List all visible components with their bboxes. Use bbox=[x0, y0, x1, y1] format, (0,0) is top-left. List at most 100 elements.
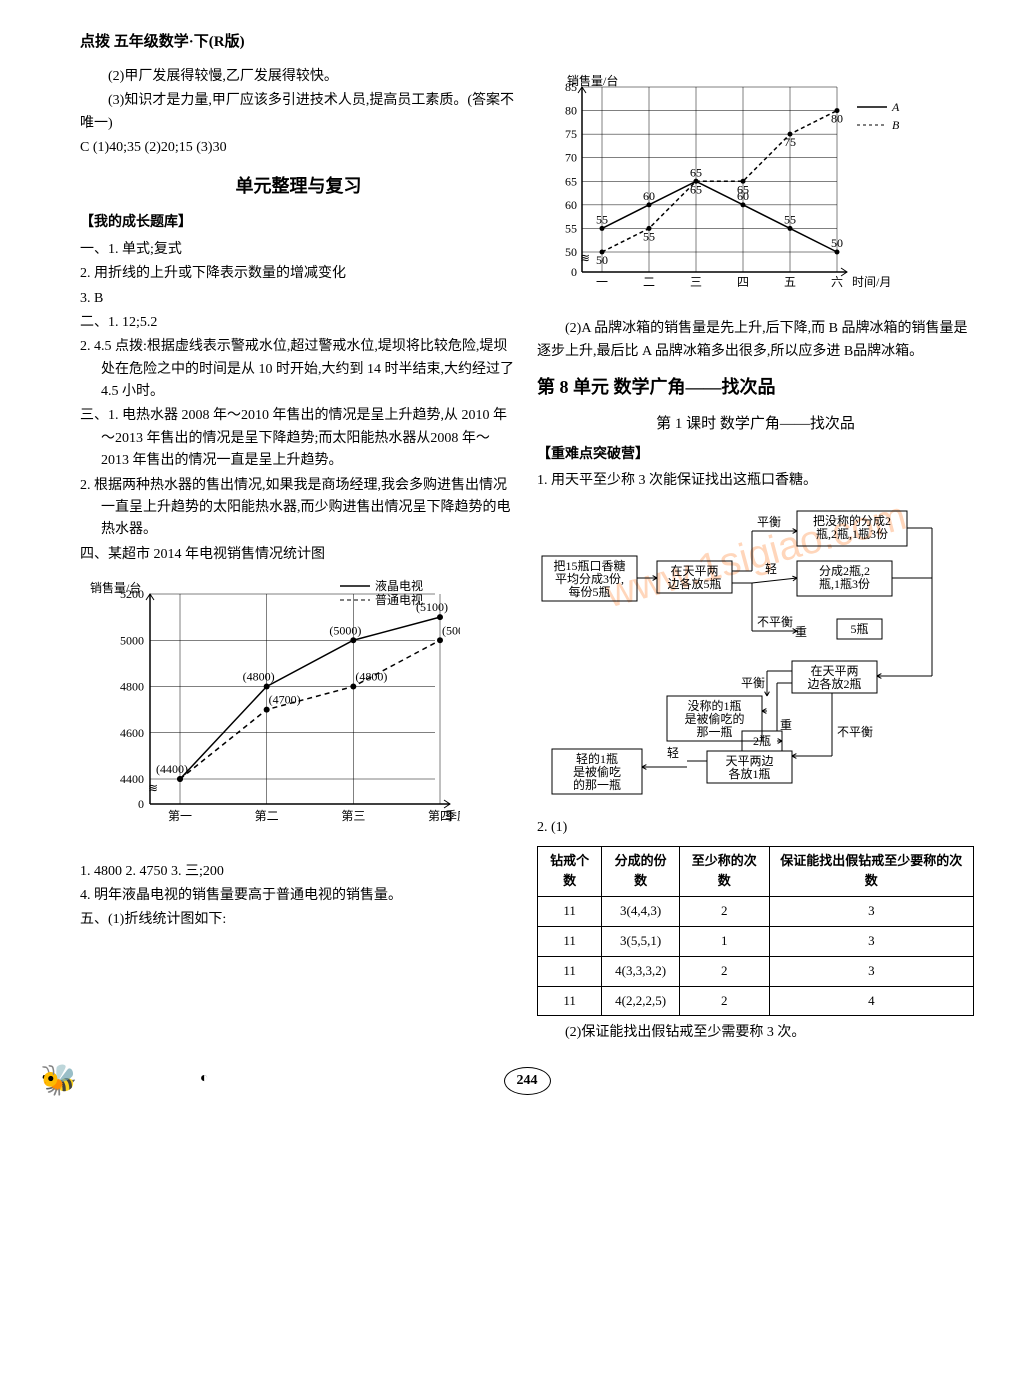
svg-text:≋: ≋ bbox=[580, 251, 590, 265]
svg-text:(4400): (4400) bbox=[156, 762, 188, 776]
svg-text:五: 五 bbox=[784, 275, 796, 289]
svg-text:80: 80 bbox=[831, 112, 843, 126]
text-p3: C (1)40;35 (2)20;15 (3)30 bbox=[80, 137, 517, 159]
page-number: 244 bbox=[504, 1067, 551, 1095]
svg-text:一: 一 bbox=[596, 275, 608, 289]
svg-text:4400: 4400 bbox=[120, 772, 144, 786]
svg-text:60: 60 bbox=[565, 198, 577, 212]
svg-text:(4800): (4800) bbox=[243, 670, 275, 684]
svg-text:2瓶: 2瓶 bbox=[753, 734, 771, 748]
ans-san1: 三、1. 电热水器 2008 年～2010 年售出的情况是呈上升趋势,从 201… bbox=[80, 405, 517, 472]
svg-text:平衡: 平衡 bbox=[757, 515, 781, 529]
svg-text:二: 二 bbox=[643, 275, 655, 289]
svg-text:55: 55 bbox=[643, 229, 655, 243]
svg-text:50: 50 bbox=[831, 236, 843, 250]
fish-icon: ◐ bbox=[200, 1068, 208, 1090]
svg-text:(5100): (5100) bbox=[416, 600, 448, 614]
ans-wu: 五、(1)折线统计图如下: bbox=[80, 909, 517, 931]
flowchart: 把15瓶口香糖平均分成3份,每份5瓶在天平两边各放5瓶平衡不平衡把没称的分成2瓶… bbox=[537, 501, 974, 809]
lesson-title: 第 1 课时 数学广角——找次品 bbox=[537, 412, 974, 436]
ans-san2: 2. 根据两种热水器的售出情况,如果我是商场经理,我会多购进售出情况一直呈上升趋… bbox=[80, 475, 517, 542]
svg-text:75: 75 bbox=[784, 135, 796, 149]
section-title: 单元整理与复习 bbox=[80, 172, 517, 201]
table-header: 至少称的次数 bbox=[679, 846, 769, 897]
svg-text:时间/月: 时间/月 bbox=[852, 275, 891, 289]
svg-text:三: 三 bbox=[690, 275, 702, 289]
svg-text:没称的1瓶: 没称的1瓶 bbox=[687, 698, 741, 713]
svg-text:天平两边: 天平两边 bbox=[725, 754, 773, 768]
svg-text:≋: ≋ bbox=[148, 781, 158, 795]
ans-er1: 二、1. 12;5.2 bbox=[80, 312, 517, 334]
svg-text:不平衡: 不平衡 bbox=[837, 725, 873, 739]
svg-text:55: 55 bbox=[784, 212, 796, 226]
svg-text:4800: 4800 bbox=[120, 680, 144, 694]
svg-text:60: 60 bbox=[643, 189, 655, 203]
svg-text:65: 65 bbox=[565, 174, 577, 188]
svg-text:每份5瓶: 每份5瓶 bbox=[568, 584, 610, 599]
ans-y1: 一、1. 单式;复式 bbox=[80, 239, 517, 261]
left-column: (2)甲厂发展得较慢,乙厂发展得较快。 (3)知识才是力量,甲厂应该多引进技术人… bbox=[80, 64, 517, 1047]
ans-si: 四、某超市 2014 年电视销售情况统计图 bbox=[80, 544, 517, 566]
svg-text:50: 50 bbox=[565, 245, 577, 259]
right-r1: (2)A 品牌冰箱的销售量是先上升,后下降,而 B 品牌冰箱的销售量是逐步上升,… bbox=[537, 318, 974, 363]
svg-text:5瓶: 5瓶 bbox=[850, 622, 868, 636]
ans-a4: 4. 明年液晶电视的销售量要高于普通电视的销售量。 bbox=[80, 885, 517, 907]
chart2-svg: 05055606570758085≋一二三四五六时间/月销售量/台AB55606… bbox=[537, 72, 937, 302]
ans-y2: 2. 用折线的上升或下降表示数量的增减变化 bbox=[80, 263, 517, 285]
svg-text:六: 六 bbox=[831, 275, 843, 289]
svg-text:65: 65 bbox=[690, 182, 702, 196]
unit-title: 第 8 单元 数学广角——找次品 bbox=[537, 373, 974, 402]
svg-text:平衡: 平衡 bbox=[741, 676, 765, 690]
svg-text:65: 65 bbox=[737, 182, 749, 196]
svg-text:0: 0 bbox=[138, 797, 144, 811]
table-header: 保证能找出假钻戒至少要称的次数 bbox=[769, 846, 973, 897]
svg-text:0: 0 bbox=[571, 265, 577, 279]
fridge-sales-chart: 05055606570758085≋一二三四五六时间/月销售量/台AB55606… bbox=[537, 72, 974, 310]
svg-text:瓶,2瓶,1瓶3份: 瓶,2瓶,1瓶3份 bbox=[816, 527, 888, 541]
bee-icon: 🐝 bbox=[40, 1057, 77, 1105]
svg-text:边各放2瓶: 边各放2瓶 bbox=[807, 676, 861, 691]
diamond-table: 钻戒个数分成的份数至少称的次数保证能找出假钻戒至少要称的次数 113(4,4,3… bbox=[537, 846, 974, 1017]
svg-text:第三: 第三 bbox=[341, 809, 365, 823]
svg-text:重: 重 bbox=[795, 625, 807, 639]
svg-text:是被偷吃的: 是被偷吃的 bbox=[684, 711, 744, 726]
svg-text:55: 55 bbox=[596, 212, 608, 226]
svg-text:75: 75 bbox=[565, 127, 577, 141]
ans-y3: 3. B bbox=[80, 288, 517, 310]
ans-er2: 2. 4.5 点拨:根据虚线表示警戒水位,超过警戒水位,堤坝将比较危险,堤坝处在… bbox=[80, 336, 517, 403]
svg-text:液晶电视: 液晶电视 bbox=[375, 578, 423, 593]
text-p2: (3)知识才是力量,甲厂应该多引进技术人员,提高员工素质。(答案不唯一) bbox=[80, 90, 517, 135]
svg-text:5000: 5000 bbox=[120, 633, 144, 647]
svg-text:4600: 4600 bbox=[120, 726, 144, 740]
svg-text:重: 重 bbox=[780, 718, 792, 732]
table-header: 分成的份数 bbox=[602, 846, 680, 897]
table-header: 钻戒个数 bbox=[538, 846, 602, 897]
svg-text:各放1瓶: 各放1瓶 bbox=[728, 766, 770, 781]
svg-text:轻: 轻 bbox=[765, 562, 777, 576]
subsection-2: 【重难点突破营】 bbox=[537, 444, 974, 466]
svg-text:(5000): (5000) bbox=[442, 623, 460, 637]
svg-text:轻的1瓶: 轻的1瓶 bbox=[576, 751, 618, 766]
svg-text:B: B bbox=[892, 118, 900, 132]
right-r2: (2)保证能找出假钻戒至少需要称 3 次。 bbox=[537, 1022, 974, 1044]
table-row: 114(2,2,2,5)24 bbox=[538, 986, 974, 1016]
text-p1: (2)甲厂发展得较慢,乙厂发展得较快。 bbox=[80, 66, 517, 88]
svg-text:瓶,1瓶3份: 瓶,1瓶3份 bbox=[819, 577, 870, 591]
svg-text:50: 50 bbox=[596, 253, 608, 267]
svg-text:把没称的分成2: 把没称的分成2 bbox=[813, 513, 891, 528]
table-row: 113(5,5,1)13 bbox=[538, 926, 974, 956]
right-column: www.1sigiao.com 05055606570758085≋一二三四五六… bbox=[537, 64, 974, 1047]
svg-text:65: 65 bbox=[690, 165, 702, 179]
svg-text:70: 70 bbox=[565, 151, 577, 165]
svg-text:季度: 季度 bbox=[445, 808, 460, 823]
svg-text:55: 55 bbox=[565, 221, 577, 235]
svg-text:不平衡: 不平衡 bbox=[757, 615, 793, 629]
svg-text:的那一瓶: 的那一瓶 bbox=[573, 777, 621, 792]
svg-text:销售量/台: 销售量/台 bbox=[567, 73, 618, 88]
right-q1: 1. 用天平至少称 3 次能保证找出这瓶口香糖。 bbox=[537, 470, 974, 492]
svg-text:销售量/台: 销售量/台 bbox=[90, 580, 141, 595]
subsection-1: 【我的成长题库】 bbox=[80, 212, 517, 234]
svg-text:把15瓶口香糖: 把15瓶口香糖 bbox=[553, 558, 625, 573]
svg-text:80: 80 bbox=[565, 104, 577, 118]
svg-text:(5000): (5000) bbox=[329, 623, 361, 637]
